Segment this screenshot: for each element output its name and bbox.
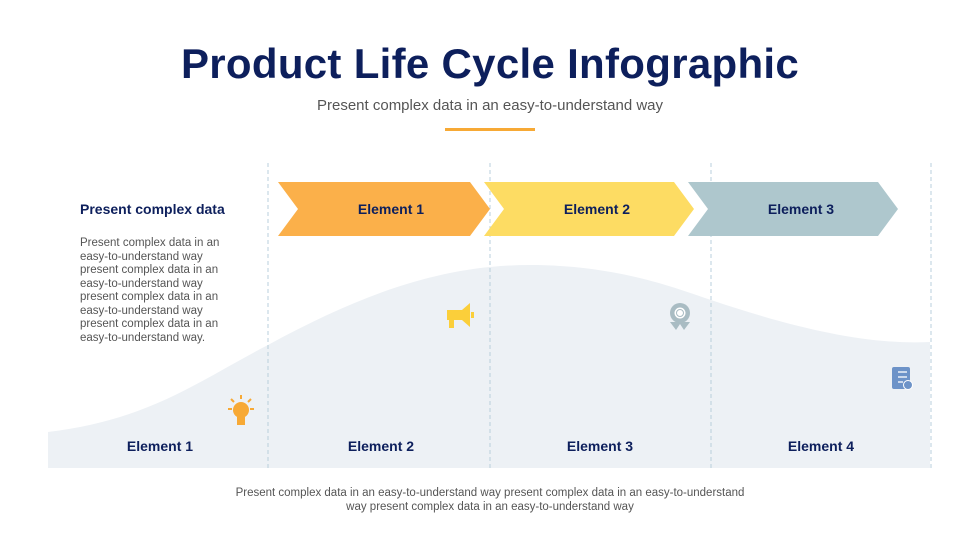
megaphone-icon [447,303,474,328]
chevron-label-1: Element 1 [357,201,425,217]
footer-text: Present complex data in an easy-to-under… [235,487,745,513]
chevron-element-1 [278,182,490,236]
side-body-text: Present complex data in an easy-to-under… [80,237,220,344]
page-title: Product Life Cycle Infographic [180,40,800,87]
chevron-label-2: Element 2 [563,201,631,217]
stage-label-2: Element 2 [347,438,415,454]
stage-label-3: Element 3 [566,438,634,454]
chevron-element-2 [484,182,694,236]
stage-label-1: Element 1 [126,438,194,454]
lightbulb-icon [228,395,254,425]
award-globe-icon [670,303,690,330]
chevron-element-3 [688,182,898,236]
side-heading: Present complex data [80,201,225,217]
subtitle: Present complex data in an easy-to-under… [316,97,664,114]
chevron-label-3: Element 3 [767,201,835,217]
checklist-icon [892,367,913,390]
stage-label-4: Element 4 [787,438,855,454]
title-underline [445,128,535,131]
